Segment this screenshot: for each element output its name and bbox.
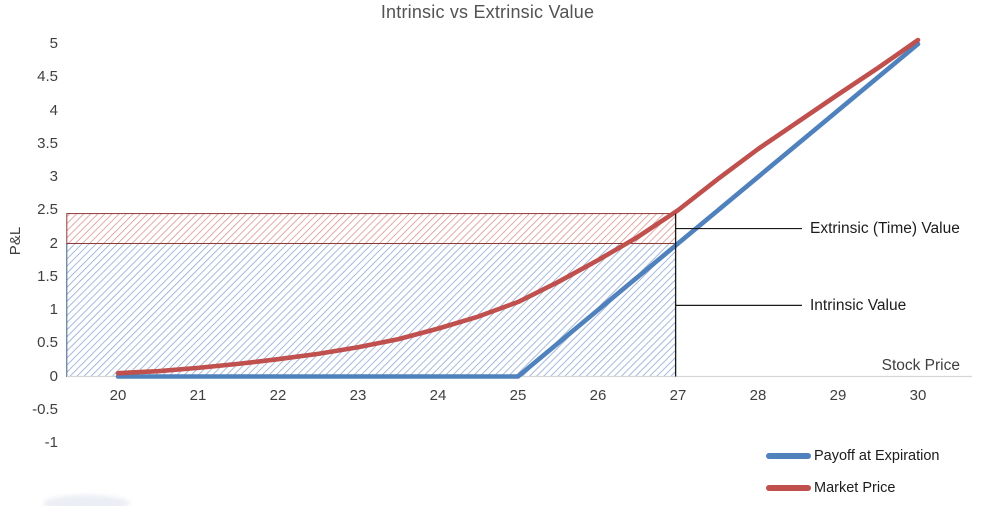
legend-label-payoff: Payoff at Expiration (814, 448, 940, 464)
y-tick-label: -0.5 (32, 400, 58, 418)
x-tick-label: 27 (669, 387, 687, 404)
x-tick-label: 30 (909, 387, 927, 404)
y-tick-label: 3.5 (37, 134, 58, 152)
y-tick-label: 2 (49, 234, 58, 252)
x-tick-label: 28 (749, 387, 767, 404)
x-tick-label: 24 (429, 387, 447, 404)
chart-title: Intrinsic vs Extrinsic Value (380, 2, 595, 22)
legend-swatch-payoff-icon (766, 453, 811, 459)
payoff-at-expiration-line (115, 41, 921, 379)
x-tick-label: 20 (109, 387, 127, 404)
x-tick-label: 25 (509, 387, 527, 404)
legend-item-market-price: Market Price (766, 479, 939, 497)
watermark-smudge (43, 495, 130, 506)
y-tick-label: 1 (49, 301, 58, 318)
annotation-extrinsic-label: Extrinsic (Time) Value (810, 220, 960, 237)
x-tick-label: 21 (189, 387, 207, 404)
extrinsic-region (66, 213, 677, 244)
y-tick-label: 4.5 (37, 68, 58, 86)
x-axis-title: Stock Price (881, 357, 960, 374)
legend: Payoff at Expiration Market Price (766, 447, 939, 497)
x-tick-label: 29 (829, 387, 847, 404)
annotation-intrinsic-label: Intrinsic Value (810, 297, 907, 314)
y-tick-label: -1 (44, 434, 58, 451)
y-tick-label: 4 (49, 101, 58, 119)
y-tick-label: 3 (49, 168, 58, 185)
x-tick-label: 23 (349, 387, 367, 404)
y-tick-label: 0.5 (37, 334, 58, 352)
intrinsic-region (66, 243, 677, 377)
x-tick-label: 22 (269, 387, 287, 404)
legend-swatch-market-price-icon (766, 485, 811, 491)
market-price-line (115, 37, 921, 376)
y-tick-label: 5 (49, 35, 58, 52)
y-tick-label: 1.5 (37, 267, 58, 285)
x-tick-label: 26 (589, 387, 607, 404)
legend-item-payoff: Payoff at Expiration (766, 447, 939, 465)
y-tick-label: 0 (49, 367, 58, 385)
y-tick-label: 2.5 (37, 201, 58, 219)
legend-label-market-price: Market Price (814, 480, 896, 496)
